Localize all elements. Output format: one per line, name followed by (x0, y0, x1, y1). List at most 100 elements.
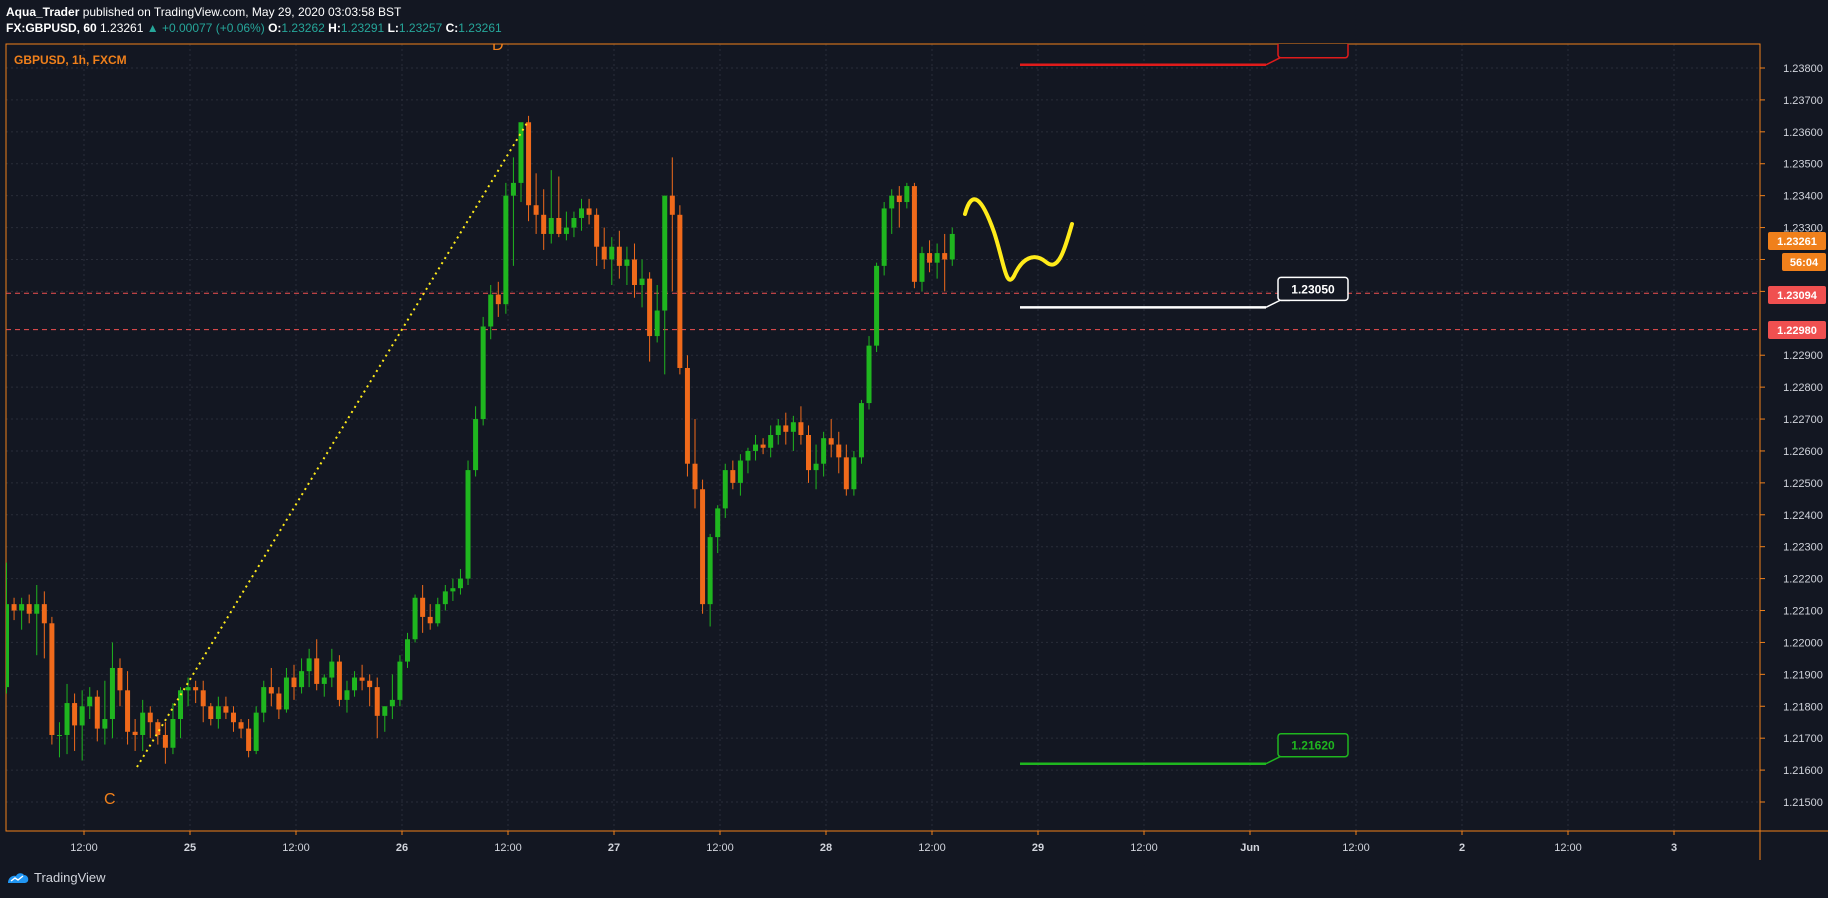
projection-curve[interactable] (963, 197, 1074, 282)
candle-body (283, 677, 289, 710)
price-tick-label: 1.22000 (1783, 637, 1823, 649)
candle (26, 594, 32, 624)
price-tick-label: 1.22800 (1783, 382, 1823, 394)
candle (450, 578, 456, 601)
open-value: 1.23262 (281, 21, 325, 35)
candle (162, 722, 168, 764)
candle (329, 648, 335, 688)
candle-body (821, 438, 827, 464)
price-axis[interactable]: 1.23800 1.23700 1.23600 1.23500 1.23400 1.233… (1760, 63, 1823, 809)
price-tick-label: 1.21600 (1783, 765, 1823, 777)
symbol-title: FX:GBPUSD, 60 (6, 21, 97, 35)
tradingview-footer[interactable]: TradingView (6, 870, 106, 885)
candle (382, 706, 388, 732)
candle-body (541, 214, 547, 234)
candle-body (200, 690, 206, 707)
candle (737, 454, 743, 496)
candle (911, 182, 917, 289)
callout-box[interactable] (1277, 732, 1349, 758)
price-tick-label: 1.22200 (1783, 574, 1823, 586)
candle-body (949, 233, 955, 260)
price-tick-label: 1.22700 (1783, 414, 1823, 426)
time-tick-label: 12:00 (706, 842, 734, 854)
candle-body (790, 422, 796, 432)
candle-body (677, 214, 683, 368)
pattern-label-c[interactable]: C (104, 791, 116, 808)
price-target[interactable] (1020, 35, 1349, 67)
price-target[interactable]: 1.23050 (1020, 276, 1349, 309)
candle (843, 444, 849, 496)
callout-pointer (1265, 299, 1290, 309)
publisher-line: Aqua_Trader published on TradingView.com… (6, 4, 502, 20)
candle (942, 233, 948, 292)
candle-body (624, 259, 630, 266)
price-target[interactable]: 1.21620 (1020, 732, 1349, 765)
candle (480, 316, 486, 426)
candle-body (654, 310, 660, 337)
candle (510, 157, 516, 266)
candle-body (185, 687, 191, 691)
candle (889, 189, 895, 234)
candle (389, 674, 395, 720)
price-tick-label: 1.21900 (1783, 669, 1823, 681)
candle-body (927, 253, 933, 263)
candle (669, 157, 675, 292)
close-label: C: (445, 21, 459, 35)
candle (828, 419, 834, 458)
candle-body (692, 463, 698, 490)
candle (246, 719, 252, 758)
close-value: 1.23261 (458, 21, 502, 35)
time-tick-label: 12:00 (282, 842, 310, 854)
candle-body (669, 195, 675, 215)
candle (518, 122, 524, 203)
candle-body (11, 604, 17, 611)
candle (949, 227, 955, 266)
candle (268, 667, 274, 707)
candle (178, 687, 184, 739)
candle (200, 680, 206, 723)
candle-body (858, 403, 864, 458)
badge-label: 1.22980 (1777, 325, 1817, 337)
candle-body (19, 604, 25, 611)
candle-body (238, 722, 244, 729)
low-value: 1.23257 (398, 21, 443, 35)
time-axis[interactable]: 12:00 25 12:00 26 12:00 27 12:00 28 12:00 29 12:00… (70, 831, 1677, 854)
candle-body (329, 661, 335, 678)
callout-box[interactable] (1277, 35, 1349, 59)
badge-label: 1.23094 (1777, 290, 1818, 302)
candle (563, 211, 569, 241)
candle (730, 460, 736, 490)
publisher-username[interactable]: Aqua_Trader (6, 5, 80, 19)
candle (314, 639, 320, 691)
pattern-label-d[interactable]: D (492, 37, 504, 54)
candle (321, 674, 327, 697)
candle-body (571, 217, 577, 228)
candle (185, 677, 191, 707)
candle-body (805, 435, 811, 471)
time-tick-label: 12:00 (494, 842, 522, 854)
candle-body (753, 444, 759, 451)
candle (306, 648, 312, 688)
candle-body (889, 195, 895, 209)
candle-body (382, 706, 388, 716)
chart-symbol-legend[interactable]: GBPUSD, 1h, FXCM (14, 53, 127, 67)
candle-body (162, 734, 168, 748)
candle (874, 262, 880, 353)
candle (851, 450, 857, 496)
time-tick-label: 12:00 (70, 842, 98, 854)
drawings (136, 122, 1074, 768)
candle (49, 616, 55, 745)
candle (352, 671, 358, 697)
candle-body (465, 470, 471, 579)
candle (41, 591, 47, 659)
candle (193, 680, 199, 704)
candle (654, 285, 660, 343)
candle-body (510, 182, 516, 196)
time-tick-label: 27 (608, 842, 620, 854)
callout-box[interactable] (1277, 276, 1349, 302)
candle-body (79, 706, 85, 726)
candle (579, 198, 585, 231)
candle (276, 687, 282, 720)
price-tick-label: 1.22600 (1783, 446, 1823, 458)
